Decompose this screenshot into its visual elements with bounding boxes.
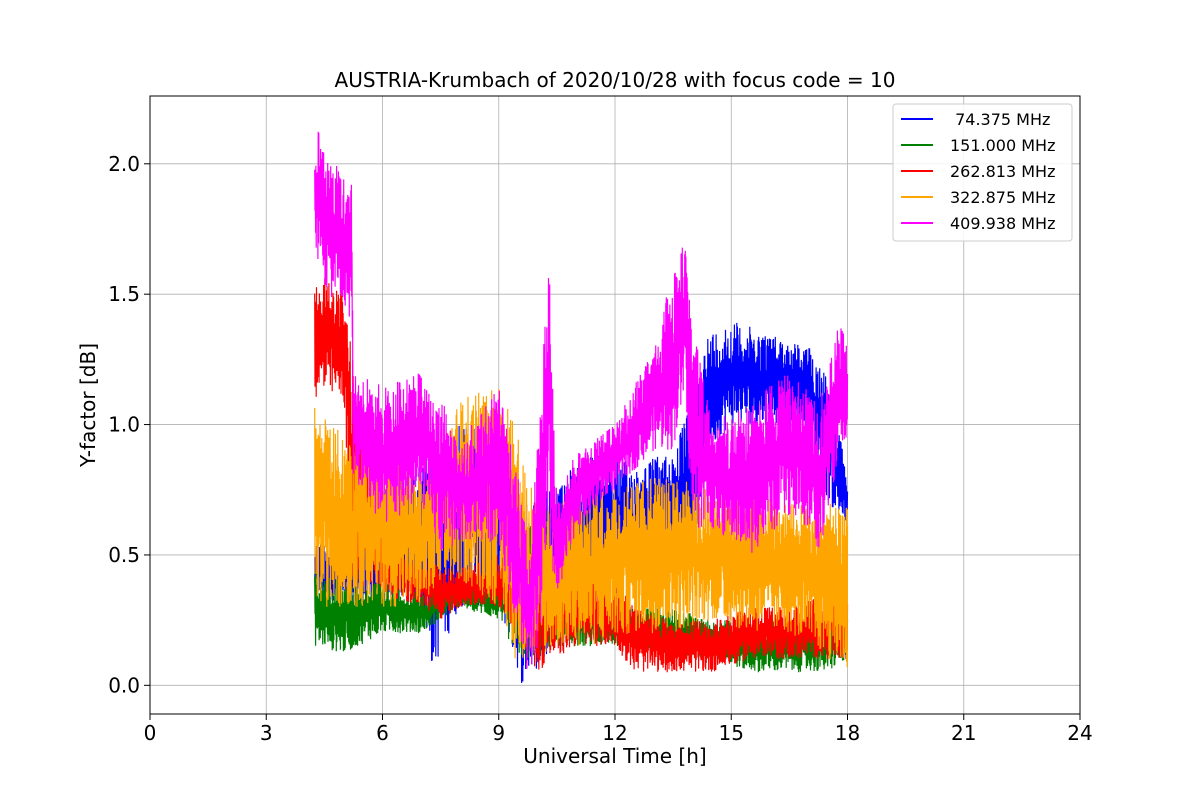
- x-tick-label: 9: [492, 721, 505, 745]
- y-tick-label: 0.5: [108, 543, 140, 567]
- x-tick-label: 24: [1067, 721, 1092, 745]
- y-axis-label: Y-factor [dB]: [76, 343, 100, 468]
- series-line-5: [314, 131, 849, 669]
- chart-title: AUSTRIA-Krumbach of 2020/10/28 with focu…: [335, 68, 896, 92]
- x-tick-label: 18: [835, 721, 860, 745]
- y-tick-label: 0.0: [108, 673, 140, 697]
- x-tick-label: 12: [602, 721, 627, 745]
- y-tick-label: 2.0: [108, 152, 140, 176]
- legend-label-3: 262.813 MHz: [950, 162, 1055, 181]
- series-layer: [314, 131, 849, 684]
- y-tick-label: 1.5: [108, 282, 140, 306]
- legend-label-5: 409.938 MHz: [950, 214, 1055, 233]
- x-tick-label: 15: [719, 721, 744, 745]
- legend: 74.375 MHz 151.000 MHz 262.813 MHz 322.875 …: [892, 103, 1073, 242]
- x-ticks: 0 3 6 9 12 15 18 21 24: [144, 714, 1093, 745]
- x-tick-label: 3: [260, 721, 273, 745]
- legend-box: [892, 103, 1073, 242]
- y-tick-label: 1.0: [108, 413, 140, 437]
- x-tick-label: 21: [951, 721, 976, 745]
- x-axis-label: Universal Time [h]: [523, 744, 706, 768]
- y-ticks: 0.0 0.5 1.0 1.5 2.0: [108, 152, 150, 697]
- x-tick-label: 6: [376, 721, 389, 745]
- legend-label-1: 74.375 MHz: [950, 110, 1050, 129]
- legend-label-4: 322.875 MHz: [950, 188, 1055, 207]
- x-tick-label: 0: [144, 721, 157, 745]
- legend-label-2: 151.000 MHz: [950, 136, 1055, 155]
